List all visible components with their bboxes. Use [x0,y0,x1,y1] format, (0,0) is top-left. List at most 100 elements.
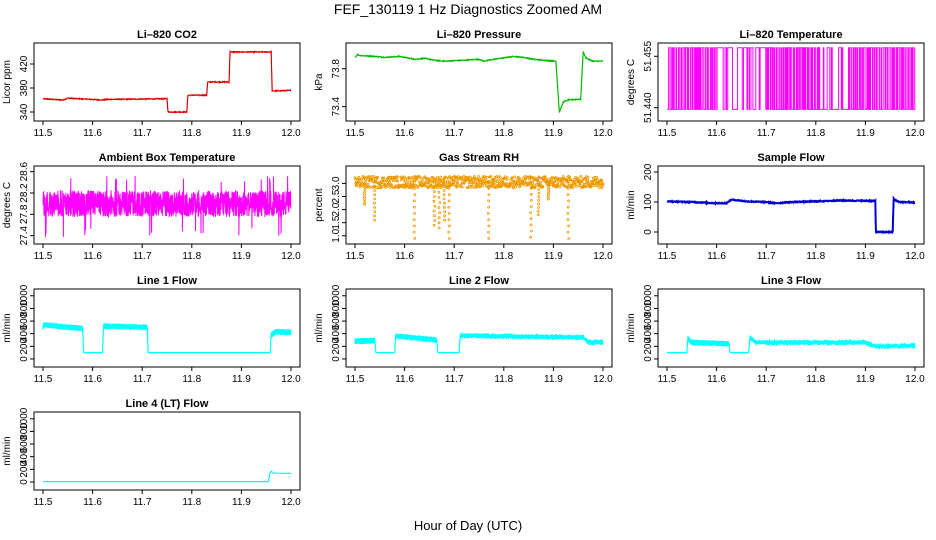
panel-3: Li–820 Temperature 11.5 11.6 11.7 11.8 11.9 12… [626,29,925,139]
series-line [667,47,916,110]
y-axis-label: ml/min [626,190,637,219]
data-layer [42,175,292,237]
panel-title: Li–820 Temperature [739,29,842,41]
y-axis-label: ml/min [2,436,13,465]
x-tick-label: 11.9 [856,374,875,385]
x-tick-label: 11.8 [182,374,201,385]
x-tick-label: 11.5 [34,128,53,139]
y-tick-label: 800 [19,423,30,440]
x-tick-label: 11.9 [544,128,563,139]
x-tick-label: 11.9 [856,128,875,139]
figure-xlabel: Hour of Day (UTC) [414,518,522,533]
y-tick-label: 27.8 [19,204,30,224]
plot-frame [657,42,925,122]
x-tick-label: 11.5 [34,374,53,385]
y-axis-label: ml/min [314,313,325,342]
y-tick-label: 0 [331,356,342,362]
panel-7: Line 1 Flow 11.5 11.6 11.7 11.8 11.9 12.0 02004… [2,275,301,385]
y-tick-label: 200 [331,338,342,355]
y-tick-label: 800 [19,300,30,317]
x-tick-label: 11.6 [395,374,414,385]
data-layer [667,335,916,354]
panel-6: Sample Flow 11.5 11.6 11.7 11.8 11.9 12.0 0 100 2… [626,152,925,262]
plot-frame [345,288,613,368]
x-tick-label: 11.7 [445,251,464,262]
y-tick-label: 51.440 [643,92,654,123]
x-tick-label: 11.6 [83,497,102,508]
y-tick-label: 200 [19,338,30,355]
x-tick-label: 12.0 [905,374,925,385]
plot-frame [33,288,301,368]
x-tick-label: 11.7 [133,374,152,385]
data-layer [354,51,604,113]
x-tick-label: 11.6 [707,251,726,262]
series-line [666,195,916,235]
panel-title: Line 2 Flow [449,275,509,287]
y-tick-label: 1000 [331,284,342,307]
series-line [42,175,292,237]
y-tick-label: 1.5 [331,215,342,229]
y-axis-label: degrees C [2,182,13,228]
x-tick-label: 12.0 [905,251,925,262]
x-tick-label: 11.6 [707,374,726,385]
y-tick-label: 1000 [19,284,30,307]
panel-8: Line 2 Flow 11.5 11.6 11.7 11.8 11.9 12.0 02004… [314,275,613,385]
y-axis-label: degrees C [626,59,637,105]
x-tick-label: 12.0 [281,497,301,508]
x-tick-label: 11.7 [133,251,152,262]
series-line [43,470,291,483]
series-points [353,175,605,240]
y-tick-label: 600 [643,312,654,329]
panel-1: Li–820 CO2 11.5 11.6 11.7 11.8 11.9 12.0 340 380… [2,29,301,139]
x-tick-label: 11.9 [544,374,563,385]
x-tick-label: 11.9 [232,128,251,139]
x-tick-label: 11.8 [806,251,825,262]
x-tick-label: 11.8 [806,374,825,385]
x-tick-label: 11.7 [133,128,152,139]
data-layer [353,175,605,240]
x-tick-label: 11.7 [445,128,464,139]
y-tick-label: 0 [643,356,654,362]
plot-frame [33,42,301,122]
x-tick-label: 11.5 [346,128,365,139]
y-tick-label: 200 [643,338,654,355]
y-tick-label: 400 [19,448,30,465]
y-tick-label: 2.0 [331,202,342,216]
x-tick-label: 11.7 [133,497,152,508]
y-tick-label: 28.2 [19,183,30,203]
x-tick-label: 11.5 [34,251,53,262]
x-tick-label: 11.6 [707,128,726,139]
y-tick-label: 0 [19,479,30,485]
y-tick-label: 400 [19,325,30,342]
y-tick-label: 3.0 [331,176,342,190]
x-tick-label: 11.9 [544,251,563,262]
y-axis-label: percent [314,188,325,222]
panel-title: Gas Stream RH [439,152,519,164]
y-tick-label: 600 [19,312,30,329]
series-band [354,337,376,345]
x-tick-label: 11.6 [83,128,102,139]
y-axis-label: ml/min [626,313,637,342]
x-tick-label: 11.8 [182,251,201,262]
panel-9: Line 3 Flow 11.5 11.6 11.7 11.8 11.9 12.0 02004… [626,275,925,385]
x-tick-label: 11.9 [232,251,251,262]
x-tick-label: 11.6 [83,374,102,385]
x-tick-label: 12.0 [905,128,925,139]
y-tick-label: 2.5 [331,189,342,203]
data-layer [42,322,292,354]
x-tick-label: 12.0 [593,251,613,262]
x-tick-label: 11.9 [856,251,875,262]
y-tick-label: 27.4 [19,225,30,245]
y-tick-label: 1000 [643,284,654,307]
figure-title: FEF_130119 1 Hz Diagnostics Zoomed AM [334,1,602,17]
data-layer [667,47,916,110]
panel-title: Li–820 CO2 [137,29,197,41]
x-tick-label: 11.7 [757,128,776,139]
series-band [749,335,916,350]
x-tick-label: 11.7 [757,374,776,385]
x-tick-label: 11.6 [395,128,414,139]
y-tick-label: 1000 [19,407,30,430]
y-tick-label: 600 [19,435,30,452]
x-tick-label: 11.5 [346,374,365,385]
